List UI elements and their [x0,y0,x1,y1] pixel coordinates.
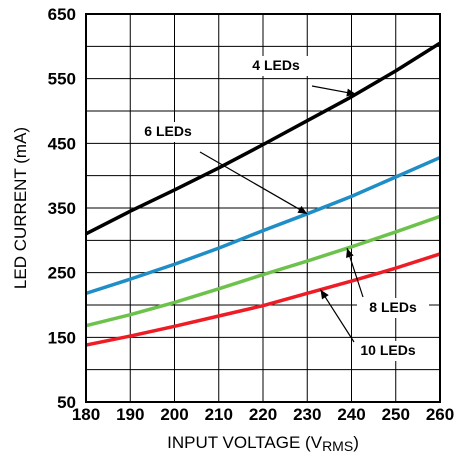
annotation-arrow [320,289,355,343]
y-tick-label: 450 [48,134,76,153]
annotation-arrowhead [297,205,308,214]
x-axis-title: INPUT VOLTAGE (VRMS) [167,433,359,454]
series-lines [85,41,441,347]
y-tick-labels: 50 150 250 350 450 550 650 [48,5,76,412]
series-line-6-leds [85,155,441,296]
annotation-label: 10 LEDs [360,342,415,358]
annotation-arrowhead [320,289,329,300]
x-tick-label: 180 [72,405,100,424]
annotation-arrowhead [346,248,354,259]
y-tick-label: 250 [48,264,76,283]
x-tick-label: 190 [116,405,144,424]
annotation-box [132,122,204,142]
series-annotations: 4 LEDs 6 LEDs 8 LEDs 10 LEDs [132,56,429,361]
y-tick-label: 150 [48,328,76,347]
annotation-arrowhead [346,88,356,97]
annotation-box [357,298,429,318]
annotation-arrow [199,151,308,215]
x-tick-label: 260 [426,405,454,424]
y-tick-label: 550 [48,70,76,89]
x-tick-label: 240 [337,405,365,424]
annotation-label: 8 LEDs [369,299,417,315]
annotation-box [240,56,312,76]
y-tick-label: 350 [48,199,76,218]
series-line-8-leds [85,214,441,328]
y-axis-title: LED CURRENT (mA) [11,127,30,289]
x-tick-label: 220 [249,405,277,424]
x-tick-label: 200 [160,405,188,424]
series-line-10-leds [85,252,441,347]
plot-frame [85,13,441,403]
y-tick-label: 650 [48,5,76,24]
x-tick-label: 210 [205,405,233,424]
annotation-label: 6 LEDs [144,123,192,139]
y-tick-label: 50 [57,393,76,412]
series-line-4-leds [85,41,441,236]
annotation-box [352,341,424,361]
x-tick-label: 250 [382,405,410,424]
x-tick-labels: 180 190 200 210 220 230 240 250 260 [72,405,454,424]
annotation-label: 4 LEDs [252,57,300,73]
x-tick-label: 230 [293,405,321,424]
